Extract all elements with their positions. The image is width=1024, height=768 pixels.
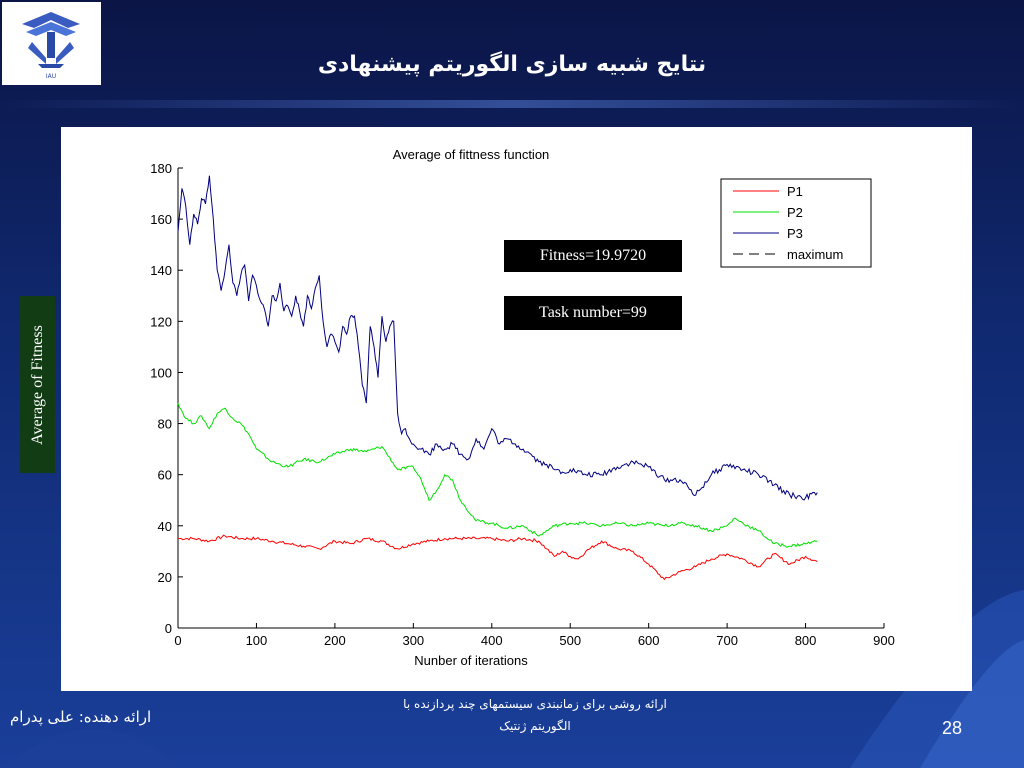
legend-label-p3: P3: [787, 226, 803, 241]
x-tick-label: 100: [246, 633, 268, 648]
legend-label-maximum: maximum: [787, 247, 843, 262]
y-tick-label: 120: [150, 314, 172, 329]
footer-caption: ارائه روشی برای زمانبندی سیستمهای چند پر…: [380, 693, 690, 737]
x-axis-label: Nunber of iterations: [414, 653, 528, 668]
y-tick-label: 0: [165, 621, 172, 636]
x-tick-label: 700: [716, 633, 738, 648]
y-tick-label: 40: [158, 519, 172, 534]
y-axis-label: Average of Fitness: [28, 324, 46, 445]
legend-label-p1: P1: [787, 184, 803, 199]
series-line-p3: [177, 175, 818, 501]
fitness-annotation: Fitness=19.9720: [504, 240, 682, 272]
y-tick-label: 100: [150, 365, 172, 380]
y-axis-label-box: Average of Fitness: [20, 296, 55, 473]
x-tick-label: 500: [559, 633, 581, 648]
series-line-p2: [177, 402, 818, 548]
y-tick-label: 160: [150, 212, 172, 227]
x-tick-label: 300: [402, 633, 424, 648]
page-number: 28: [941, 718, 962, 738]
legend-box: [720, 178, 872, 268]
presenter-name: ارائه دهنده: علی پدرام: [10, 708, 152, 726]
y-tick-label: 20: [158, 570, 172, 585]
x-tick-label: 0: [174, 633, 181, 648]
y-tick-label: 80: [158, 417, 172, 432]
y-tick-label: 60: [158, 468, 172, 483]
task-number-annotation: Task number=99: [504, 296, 682, 330]
y-tick-label: 140: [150, 263, 172, 278]
svg-text:IAU: IAU: [46, 73, 56, 80]
chart-title: Average of fittness function: [393, 147, 550, 162]
title-stripe: [0, 100, 1024, 108]
slide-title: نتایج شبیه سازی الگوریتم پیشنهادی: [317, 52, 707, 77]
x-tick-label: 600: [638, 633, 660, 648]
y-tick-label: 180: [150, 161, 172, 176]
legend-label-p2: P2: [787, 205, 803, 220]
series-line-p1: [178, 534, 818, 581]
chart-panel: 0 100 200 300 400 500 600 700 800 900 0 20 40 60 80 100…: [61, 127, 972, 691]
x-tick-label: 400: [481, 633, 503, 648]
university-logo: IAU: [2, 2, 101, 85]
x-tick-label: 800: [795, 633, 817, 648]
footer-line-2: الگوریتم ژنتیک: [499, 719, 571, 733]
logo-emblem-icon: IAU: [22, 12, 80, 80]
footer-line-1: ارائه روشی برای زمانبندی سیستمهای چند پر…: [403, 697, 667, 711]
x-tick-label: 900: [873, 633, 895, 648]
fitness-chart: 0 100 200 300 400 500 600 700 800 900 0 20 40 60 80 100…: [150, 147, 895, 668]
x-tick-label: 200: [324, 633, 346, 648]
